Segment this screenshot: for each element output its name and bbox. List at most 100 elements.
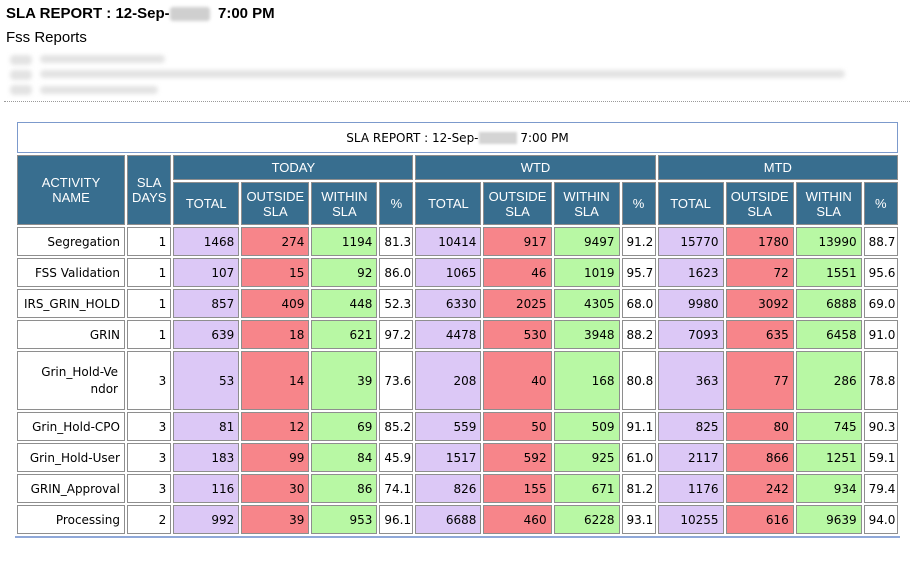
outside-sla-cell: 274 xyxy=(241,227,310,256)
percent-cell: 45.9 xyxy=(379,443,414,472)
activity-name: IRS_GRIN_HOLD xyxy=(17,289,125,318)
table-row: Processing 2 992 39 953 96.1 6688 460 6228 93.1 10… xyxy=(17,505,898,534)
percent-cell: 95.6 xyxy=(863,258,898,287)
col-mtd-total: TOTAL xyxy=(657,182,724,225)
activity-name: Segregation xyxy=(17,227,125,256)
percent-cell: 94.0 xyxy=(863,505,898,534)
col-mtd-within-sla: WITHIN SLA xyxy=(795,182,862,225)
sla-days: 2 xyxy=(126,505,172,534)
percent-cell: 85.2 xyxy=(379,412,414,441)
within-sla-cell: 1194 xyxy=(311,227,378,256)
col-mtd-outside-sla: OUTSIDE SLA xyxy=(725,182,794,225)
total-cell: 81 xyxy=(173,412,240,441)
total-cell: 1468 xyxy=(173,227,240,256)
percent-cell: 68.0 xyxy=(621,289,656,318)
sla-days: 1 xyxy=(126,227,172,256)
outside-sla-cell: 1780 xyxy=(725,227,794,256)
outside-sla-cell: 409 xyxy=(241,289,310,318)
total-cell: 208 xyxy=(415,351,482,410)
table-row: FSS Validation 1 107 15 92 86.0 1065 46 1019 95.7… xyxy=(17,258,898,287)
total-cell: 53 xyxy=(173,351,240,410)
total-cell: 559 xyxy=(415,412,482,441)
percent-cell: 80.8 xyxy=(621,351,656,410)
outside-sla-cell: 39 xyxy=(241,505,310,534)
within-sla-cell: 925 xyxy=(553,443,620,472)
within-sla-cell: 621 xyxy=(311,320,378,349)
activity-name: FSS Validation xyxy=(17,258,125,287)
group-wtd: WTD xyxy=(415,155,656,180)
within-sla-cell: 6228 xyxy=(553,505,620,534)
within-sla-cell: 4305 xyxy=(553,289,620,318)
subject-prefix: SLA REPORT : 12-Sep- xyxy=(6,5,170,22)
outside-sla-cell: 46 xyxy=(483,258,552,287)
outside-sla-cell: 80 xyxy=(725,412,794,441)
redacted-date xyxy=(169,7,210,22)
caption-time: 7:00 PM xyxy=(520,130,569,145)
percent-cell: 81.2 xyxy=(621,474,656,503)
col-today-percent: % xyxy=(379,182,414,225)
sla-days: 1 xyxy=(126,320,172,349)
within-sla-cell: 934 xyxy=(795,474,862,503)
total-cell: 363 xyxy=(657,351,724,410)
outside-sla-cell: 155 xyxy=(483,474,552,503)
activity-name: Processing xyxy=(17,505,125,534)
total-cell: 639 xyxy=(173,320,240,349)
within-sla-cell: 39 xyxy=(311,351,378,410)
within-sla-cell: 448 xyxy=(311,289,378,318)
table-row: Grin_Hold-CPO 3 81 12 69 85.2 559 50 509 91.1 825 8… xyxy=(17,412,898,441)
within-sla-cell: 745 xyxy=(795,412,862,441)
percent-cell: 81.3 xyxy=(379,227,414,256)
percent-cell: 59.1 xyxy=(863,443,898,472)
table-row: GRIN_Approval 3 116 30 86 74.1 826 155 671 81.2 11… xyxy=(17,474,898,503)
total-cell: 4478 xyxy=(415,320,482,349)
outside-sla-cell: 99 xyxy=(241,443,310,472)
percent-cell: 79.4 xyxy=(863,474,898,503)
total-cell: 826 xyxy=(415,474,482,503)
total-cell: 7093 xyxy=(657,320,724,349)
outside-sla-cell: 616 xyxy=(725,505,794,534)
percent-cell: 88.7 xyxy=(863,227,898,256)
percent-cell: 74.1 xyxy=(379,474,414,503)
sla-days: 1 xyxy=(126,289,172,318)
percent-cell: 52.3 xyxy=(379,289,414,318)
total-cell: 1176 xyxy=(657,474,724,503)
col-wtd-percent: % xyxy=(621,182,656,225)
outside-sla-cell: 15 xyxy=(241,258,310,287)
subject-time: 7:00 PM xyxy=(217,5,275,22)
table-row: Segregation 1 1468 274 1194 81.3 10414 917 9497 9… xyxy=(17,227,898,256)
within-sla-cell: 509 xyxy=(553,412,620,441)
outside-sla-cell: 3092 xyxy=(725,289,794,318)
within-sla-cell: 286 xyxy=(795,351,862,410)
outside-sla-cell: 14 xyxy=(241,351,310,410)
total-cell: 825 xyxy=(657,412,724,441)
sla-days: 3 xyxy=(126,474,172,503)
percent-cell: 78.8 xyxy=(863,351,898,410)
outside-sla-cell: 866 xyxy=(725,443,794,472)
email-subject: SLA REPORT : 12-Sep- 7:00 PM xyxy=(6,5,275,22)
activity-name: Grin_Hold-User xyxy=(17,443,125,472)
within-sla-cell: 69 xyxy=(311,412,378,441)
col-wtd-total: TOTAL xyxy=(415,182,482,225)
total-cell: 6330 xyxy=(415,289,482,318)
total-cell: 857 xyxy=(173,289,240,318)
outside-sla-cell: 917 xyxy=(483,227,552,256)
percent-cell: 88.2 xyxy=(621,320,656,349)
percent-cell: 97.2 xyxy=(379,320,414,349)
within-sla-cell: 671 xyxy=(553,474,620,503)
percent-cell: 90.3 xyxy=(863,412,898,441)
total-cell: 1517 xyxy=(415,443,482,472)
percent-cell: 91.2 xyxy=(621,227,656,256)
within-sla-cell: 86 xyxy=(311,474,378,503)
percent-cell: 86.0 xyxy=(379,258,414,287)
header-separator xyxy=(4,101,910,102)
within-sla-cell: 9497 xyxy=(553,227,620,256)
total-cell: 1065 xyxy=(415,258,482,287)
sender-name: Fss Reports xyxy=(6,29,87,46)
outside-sla-cell: 77 xyxy=(725,351,794,410)
outside-sla-cell: 50 xyxy=(483,412,552,441)
report-caption: SLA REPORT : 12-Sep- 7:00 PM xyxy=(17,122,898,153)
total-cell: 1623 xyxy=(657,258,724,287)
total-cell: 183 xyxy=(173,443,240,472)
caption-prefix: SLA REPORT : 12-Sep- xyxy=(346,130,479,145)
activity-name: GRIN xyxy=(17,320,125,349)
